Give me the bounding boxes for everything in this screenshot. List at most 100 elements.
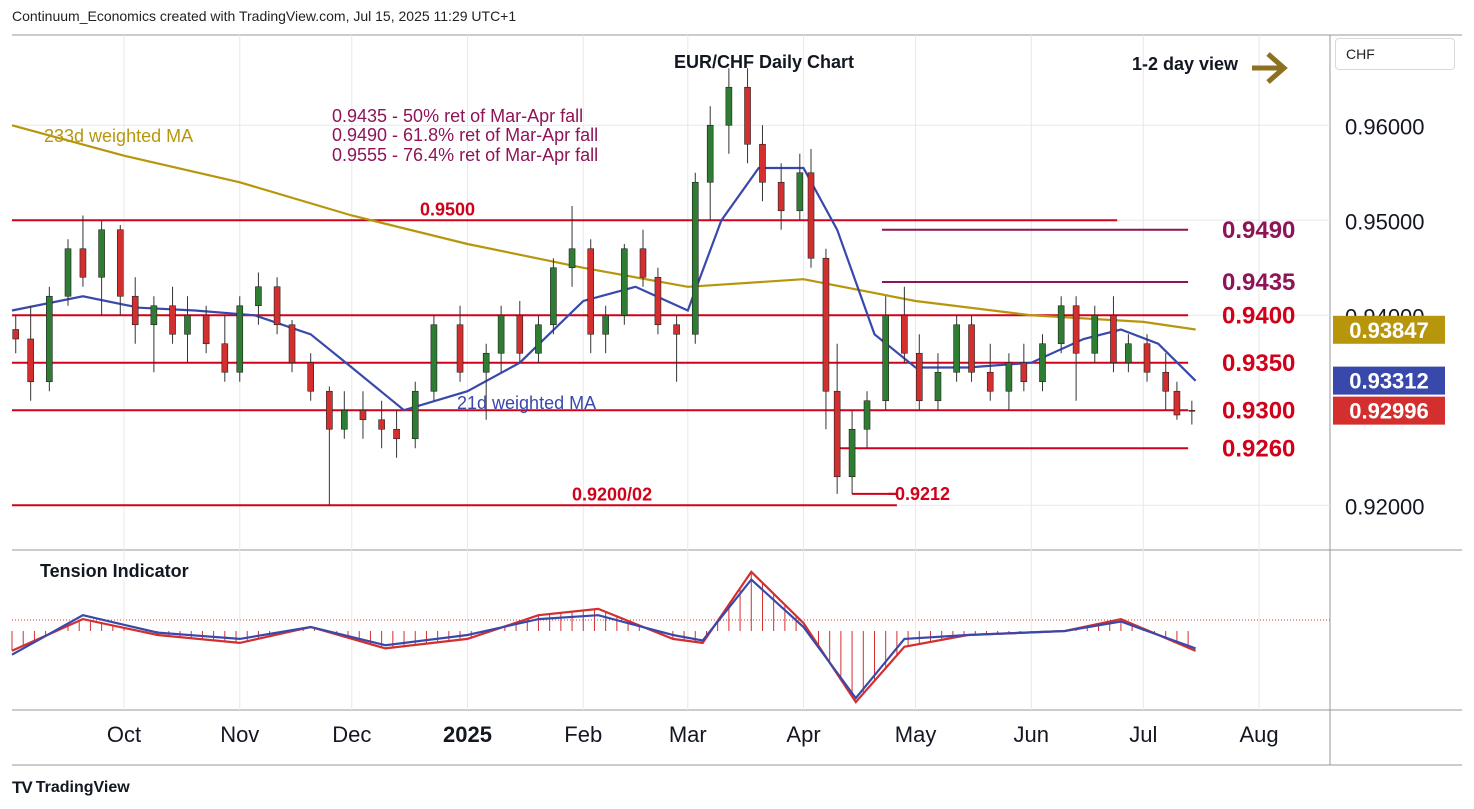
candle-body <box>184 314 191 335</box>
candle-body <box>759 143 766 183</box>
chart-frame <box>12 34 1462 766</box>
candle-body <box>654 276 662 326</box>
candle-body <box>116 229 124 297</box>
candle-body <box>202 314 210 345</box>
candle-body <box>1125 343 1132 364</box>
x-tick-label: Feb <box>564 722 602 747</box>
candle-body <box>706 124 714 183</box>
price-badge <box>1333 396 1445 425</box>
x-tick-label: Jun <box>1014 722 1049 747</box>
candle-body <box>621 248 628 316</box>
candle-body <box>822 257 830 392</box>
candle-body <box>863 400 871 430</box>
candle-body <box>744 86 751 145</box>
candle-body <box>1162 371 1170 392</box>
x-tick-label: Jul <box>1129 722 1157 747</box>
candle-body <box>98 229 105 278</box>
x-tick-label: Dec <box>332 722 371 747</box>
chart-labels: 0.9500 0.9490 0.9435 0.9400 0.9350 0.9300 0.92… <box>420 199 1295 504</box>
level-label: 0.9400 <box>1222 302 1295 329</box>
candle-body <box>639 248 647 278</box>
candle-body <box>482 352 490 373</box>
x-tick-label: Apr <box>786 722 820 747</box>
candle-body <box>46 295 53 383</box>
candle-body <box>968 324 975 373</box>
price-badge-label: 0.92996 <box>1349 399 1429 424</box>
candles <box>12 68 1196 506</box>
candle-body <box>255 286 262 307</box>
candle-body <box>848 428 856 478</box>
candle-body <box>1057 305 1065 345</box>
ma233-label: 233d weighted MA <box>44 126 193 146</box>
candle-body <box>150 305 158 326</box>
candle-body <box>673 324 680 335</box>
candle-body <box>725 86 733 126</box>
candle-body <box>796 172 804 212</box>
level-label: 0.9500 <box>420 199 475 219</box>
y-tick-label: 0.95000 <box>1345 209 1425 234</box>
tradingview-icon: TV <box>12 778 33 797</box>
candle-body <box>1005 362 1013 392</box>
view-arrow-icon <box>1252 52 1288 84</box>
x-tick-label: 2025 <box>443 722 492 747</box>
tension-indicator-panel <box>11 570 1197 704</box>
candle-body <box>378 419 385 430</box>
level-label: 0.9212 <box>895 484 950 504</box>
price-badge-label: 0.93847 <box>1349 318 1429 343</box>
chart-title: EUR/CHF Daily Chart <box>674 52 854 72</box>
candle-body <box>986 371 994 392</box>
candle-body <box>236 305 244 373</box>
candle-body <box>1110 314 1117 364</box>
currency-label[interactable]: CHF <box>1335 38 1455 70</box>
candle-body <box>12 329 20 340</box>
candle-body <box>1173 390 1181 416</box>
x-tick-label: Aug <box>1239 722 1278 747</box>
candle-body <box>833 390 841 478</box>
tradingview-logo[interactable]: TV TradingView <box>12 778 130 798</box>
candle-body <box>934 371 942 402</box>
x-tick-label: Mar <box>669 722 707 747</box>
fib-annotation-3: 0.9555 - 76.4% ret of Mar-Apr fall <box>332 145 598 165</box>
level-label: 0.9200/02 <box>572 484 652 504</box>
candle-body <box>915 352 923 402</box>
indicator-fast-line <box>11 570 1197 704</box>
level-label: 0.9490 <box>1222 217 1295 244</box>
candle-body <box>1143 343 1151 373</box>
candle-body <box>516 314 524 354</box>
candle-body <box>1188 409 1196 412</box>
candle-body <box>1020 362 1028 383</box>
candle-body <box>882 314 889 402</box>
candle-body <box>602 314 609 335</box>
candle-body <box>953 324 960 373</box>
level-label: 0.9350 <box>1222 350 1295 377</box>
price-badge <box>1333 366 1445 395</box>
chart-attribution: Continuum_Economics created with Trading… <box>12 8 517 24</box>
level-label: 0.9260 <box>1222 435 1295 462</box>
candle-body <box>901 314 908 354</box>
candle-body <box>64 248 72 297</box>
candle-body <box>359 409 367 421</box>
candle-body <box>1072 305 1080 354</box>
candle-body <box>273 286 281 326</box>
candle-body <box>807 172 815 259</box>
candle-body <box>307 362 314 392</box>
ma21-label: 21d weighted MA <box>457 393 596 413</box>
x-tick-label: May <box>895 722 937 747</box>
grid-lines <box>12 35 1330 710</box>
price-badge <box>1333 315 1445 344</box>
candle-body <box>1091 314 1099 354</box>
fib-annotation-1: 0.9435 - 50% ret of Mar-Apr fall <box>332 106 583 126</box>
axes: Oct Nov Dec 2025 Feb Mar Apr May Jun Jul Aug 0.9600… <box>107 114 1445 747</box>
tradingview-brand: TradingView <box>35 779 130 796</box>
candle-body <box>393 428 400 440</box>
level-label: 0.9300 <box>1222 397 1295 424</box>
y-tick-label: 0.96000 <box>1345 114 1425 139</box>
indicator-slow-line <box>11 577 1196 700</box>
ma233-line <box>11 124 1196 331</box>
x-tick-label: Oct <box>107 722 141 747</box>
candle-body <box>27 338 34 383</box>
candle-body <box>456 324 464 373</box>
candle-body <box>326 390 333 430</box>
candle-body <box>587 248 595 335</box>
